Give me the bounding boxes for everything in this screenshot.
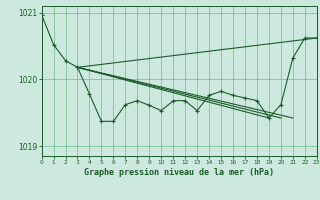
X-axis label: Graphe pression niveau de la mer (hPa): Graphe pression niveau de la mer (hPa) bbox=[84, 168, 274, 177]
